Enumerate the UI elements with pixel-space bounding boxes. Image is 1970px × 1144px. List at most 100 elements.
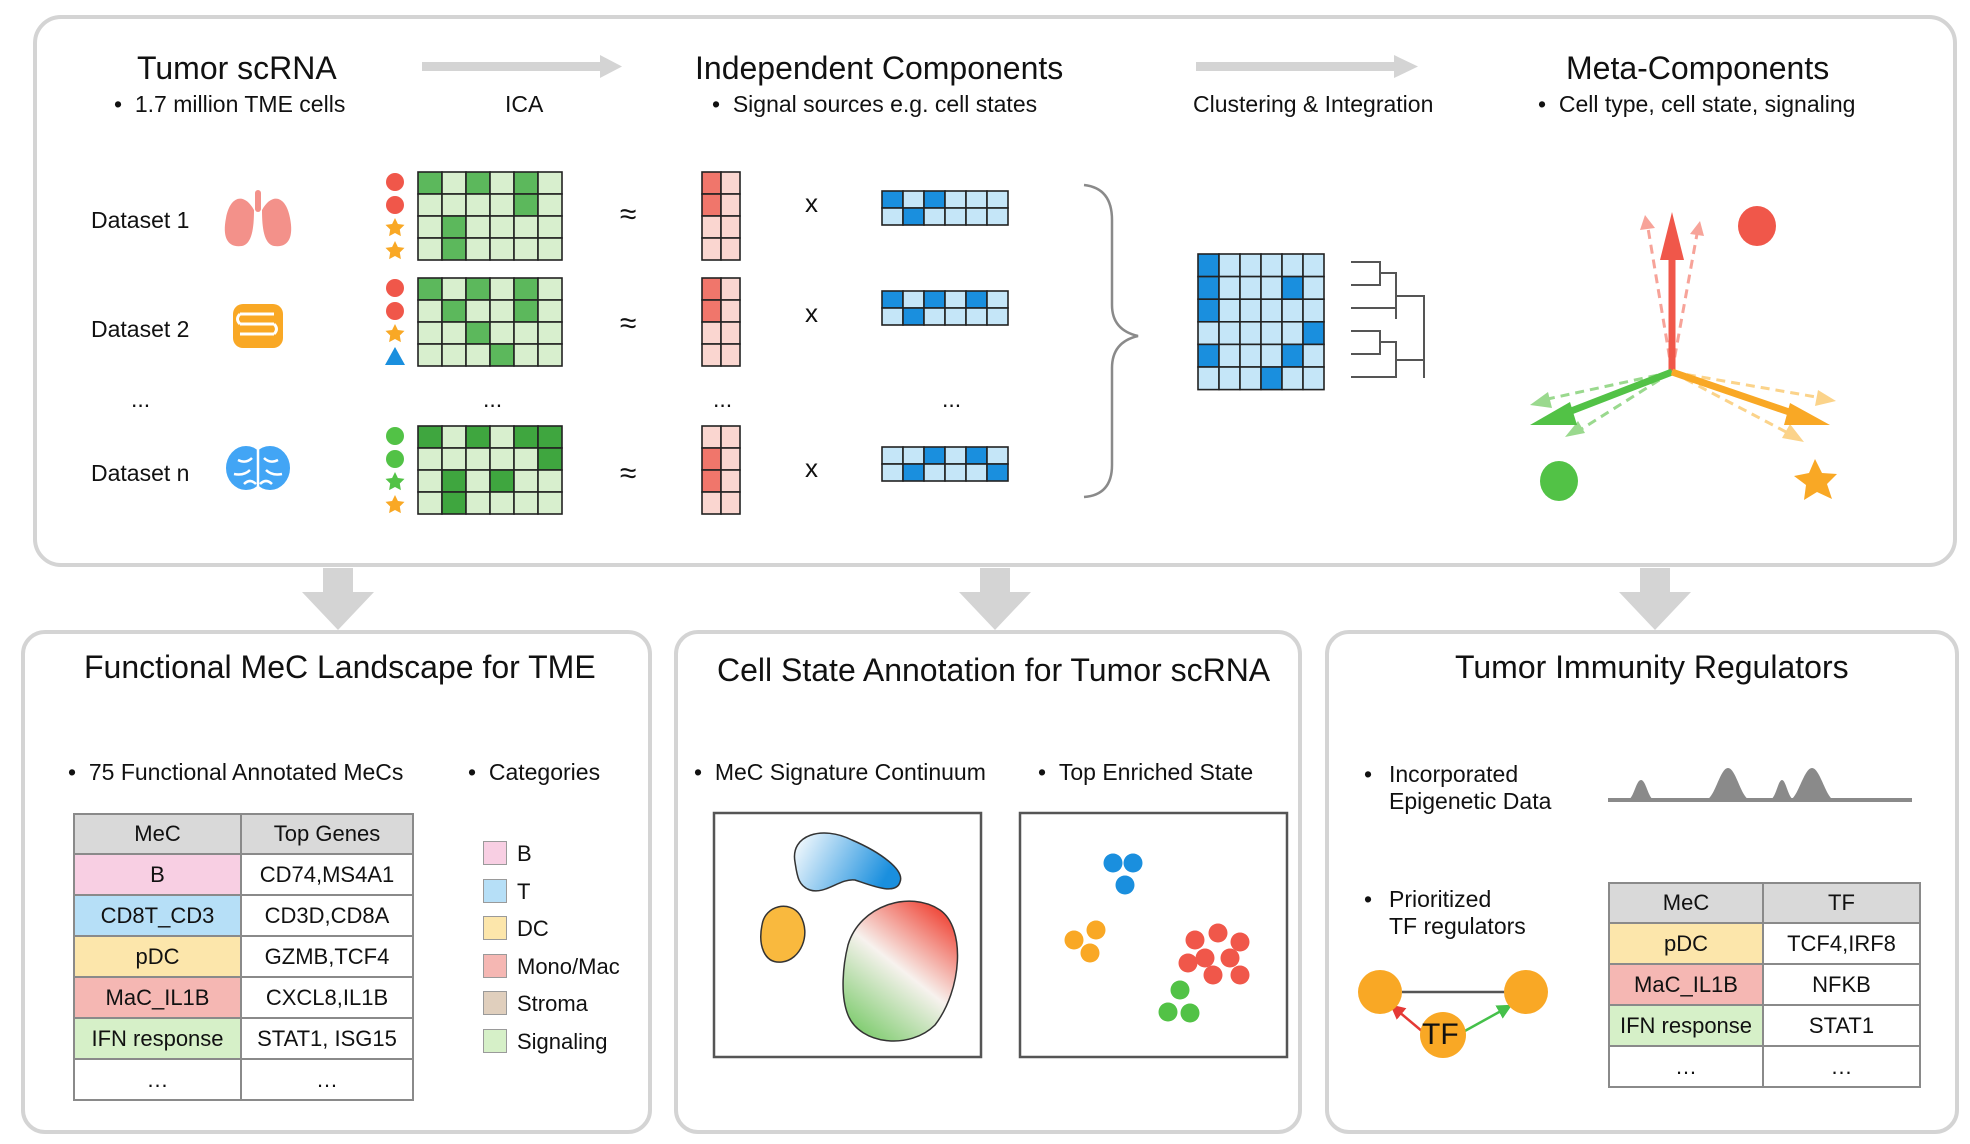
- tf-cell: NFKB: [1762, 963, 1921, 1006]
- state-dot: [1185, 930, 1205, 950]
- continuum-orange-blob: [760, 905, 806, 963]
- dataset-2-label: Dataset 2: [91, 316, 190, 342]
- enriched-state-plot-frame: [1018, 811, 1289, 1059]
- mec-tf-table: MeC TF pDC TCF4,IRF8 MaC_IL1B NFKB IFN respo…: [1608, 882, 1921, 1088]
- mec-cell: MaC_IL1B: [1608, 963, 1764, 1006]
- down-arrow-1: [302, 568, 374, 630]
- mixing-matrices: [701, 171, 741, 515]
- tf-node: [1420, 1012, 1466, 1058]
- table-row: CD8T_CD3 CD3D,CD8A: [73, 894, 414, 937]
- tf-node-label: TF: [1422, 1018, 1459, 1051]
- table-row: pDC GZMB,TCF4: [73, 935, 414, 978]
- tf-header: TF: [1762, 882, 1921, 924]
- continuum-gradient-blob: [842, 900, 959, 1042]
- panel3-bullet1-line2: Epigenetic Data: [1389, 788, 1552, 814]
- cell-shapes-1: [385, 173, 405, 260]
- epigenetic-track: [1608, 768, 1912, 802]
- blue-matrix-3: [881, 446, 1009, 482]
- state-dot: [1123, 853, 1143, 873]
- state-dot: [1158, 1002, 1178, 1022]
- mec-cell: IFN response: [1608, 1004, 1764, 1047]
- panel2-bullet2: • Top Enriched State: [1038, 759, 1254, 785]
- meta-red-cell: [1738, 206, 1776, 246]
- tf-cell: …: [1762, 1045, 1921, 1088]
- genes-cell: CD74,MS4A1: [240, 853, 414, 896]
- red-matrix-1: [701, 171, 741, 261]
- ica-arrow: [422, 55, 622, 78]
- mec-cell: pDC: [73, 935, 242, 978]
- curly-brace: [1083, 183, 1139, 499]
- mec-cell: …: [1608, 1045, 1764, 1088]
- legend-label: B: [517, 841, 532, 866]
- col1-title: Tumor scRNA: [137, 50, 337, 86]
- times-sign-2: x: [805, 298, 818, 328]
- panel3-bullet1: •: [1364, 761, 1373, 787]
- table-row: ……: [73, 1058, 414, 1101]
- blue-matrix-2: [881, 290, 1009, 326]
- genes-cell: STAT1, ISG15: [240, 1017, 414, 1060]
- mec-cell: …: [73, 1058, 242, 1101]
- clustering-arrow: [1196, 55, 1418, 78]
- blue-matrix-1: [881, 190, 1009, 226]
- continuum-blue-blob: [793, 832, 902, 892]
- green-matrix-2: [417, 277, 563, 367]
- dataset-1-label: Dataset 1: [91, 207, 190, 233]
- dendrogram: [1351, 261, 1425, 378]
- tf-target-node-right: [1504, 970, 1548, 1014]
- state-dot: [1086, 920, 1106, 940]
- state-dot: [1180, 1003, 1200, 1023]
- table-row: pDC TCF4,IRF8: [1608, 922, 1921, 965]
- panel1-title: Functional MeC Landscape for TME: [84, 649, 596, 685]
- col3-title: Meta-Components: [1566, 50, 1830, 86]
- col2-bullet-text: Signal sources e.g. cell states: [732, 91, 1038, 117]
- enriched-state-dots: [1064, 853, 1250, 1023]
- mec-tf-table-body: pDC TCF4,IRF8 MaC_IL1B NFKB IFN response STAT…: [1608, 922, 1921, 1088]
- intestine-icon: [233, 304, 283, 348]
- state-dot: [1230, 932, 1250, 952]
- panel1-bullet2: • Categories: [468, 759, 601, 785]
- legend-swatch: [483, 878, 507, 903]
- red-matrix-3: [701, 425, 741, 515]
- table-row: B CD74,MS4A1: [73, 853, 414, 896]
- integrated-matrix: [1197, 253, 1325, 391]
- cell-shapes-2: [385, 279, 405, 365]
- legend-label: Mono/Mac: [517, 953, 620, 979]
- down-arrow-2: [959, 568, 1031, 630]
- legend-swatch: [483, 991, 507, 1015]
- panel1-bullet1: • 75 Functional Annotated MeCs: [68, 759, 404, 785]
- approx-sign-2: ≈: [620, 307, 637, 340]
- times-sign-3: x: [805, 453, 818, 483]
- legend-swatch: [483, 916, 507, 940]
- state-dot: [1203, 965, 1223, 985]
- col2-bullet: • Signal sources e.g. cell states: [712, 91, 1038, 117]
- panel3-title: Tumor Immunity Regulators: [1455, 649, 1849, 685]
- genes-cell: …: [240, 1058, 414, 1101]
- panel3-bullet1-line1: Incorporated: [1389, 761, 1519, 787]
- table-row: ……: [1608, 1045, 1921, 1088]
- meta-component-vectors: [1530, 206, 1837, 501]
- legend-swatch: [483, 1028, 507, 1053]
- approx-sign-3: ≈: [620, 457, 637, 490]
- stacked-blue-matrix: [1197, 253, 1325, 391]
- times-sign-1: x: [805, 188, 818, 218]
- table-row: MaC_IL1B CXCL8,IL1B: [73, 976, 414, 1019]
- mec-cell: B: [73, 853, 242, 896]
- panel3-bullet2: •: [1364, 886, 1373, 912]
- mec-header: MeC: [1608, 882, 1764, 924]
- legend-label: Signaling: [517, 1028, 608, 1054]
- col2-title: Independent Components: [695, 50, 1064, 86]
- state-dot: [1195, 948, 1215, 968]
- down-arrow-3: [1619, 568, 1691, 630]
- source-matrices: [881, 190, 1009, 482]
- mec-header: MeC: [73, 813, 242, 855]
- state-dot: [1115, 875, 1135, 895]
- panel3-bullet2-line2: TF regulators: [1389, 913, 1526, 939]
- mec-cell: MaC_IL1B: [73, 976, 242, 1019]
- col3-bullet-text: Cell type, cell state, signaling: [1558, 91, 1856, 117]
- cell-shape-columns: [385, 173, 405, 514]
- state-dot: [1220, 948, 1240, 968]
- expression-matrices: [417, 171, 563, 515]
- panel2-bullet2-text: Top Enriched State: [1058, 759, 1254, 785]
- mec-cell: CD8T_CD3: [73, 894, 242, 937]
